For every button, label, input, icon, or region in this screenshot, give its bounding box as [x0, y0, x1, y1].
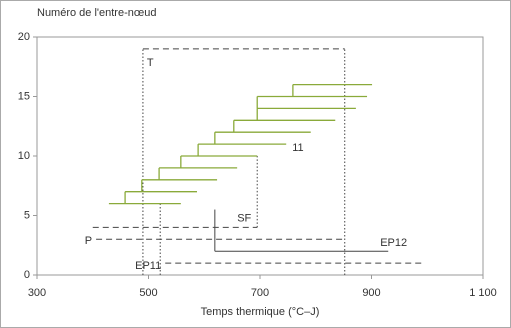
reference-label: EP11 — [135, 260, 161, 272]
x-tick-label: 700 — [251, 287, 269, 299]
x-tick-label: 1 100 — [469, 287, 497, 299]
reference-label: SF — [237, 212, 251, 224]
x-axis-label: Temps thermique (°C–J) — [201, 306, 320, 318]
reference-label: T — [147, 57, 154, 69]
annotation: 11 — [292, 142, 303, 154]
y-tick-label: 5 — [24, 209, 30, 221]
y-tick-label: 10 — [18, 150, 30, 162]
x-tick-label: 900 — [362, 287, 380, 299]
y-tick-label: 20 — [18, 31, 30, 43]
x-tick-label: 300 — [28, 287, 46, 299]
reference-label: EP12 — [380, 237, 407, 249]
y-tick-label: 15 — [18, 90, 30, 102]
reference-label: P — [85, 235, 92, 247]
y-axis-label: Numéro de l'entre-nœud — [37, 7, 157, 19]
y-tick-label: 0 — [24, 269, 30, 281]
x-tick-label: 500 — [139, 287, 157, 299]
